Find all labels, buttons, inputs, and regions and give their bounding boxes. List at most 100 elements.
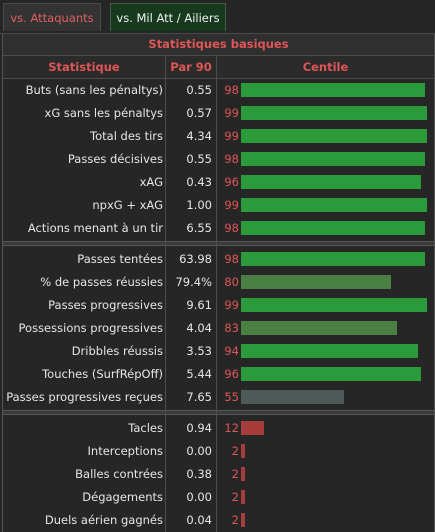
percentile-value: 2: [231, 444, 239, 458]
stat-value: 0.55: [186, 83, 212, 97]
table-row[interactable]: Interceptions 0.00 2: [3, 440, 434, 463]
percentile-bar-track: [241, 83, 429, 97]
percentile-bar: [241, 490, 245, 504]
stat-value: 79.4%: [175, 275, 212, 289]
percentile-bar-track: [241, 175, 429, 189]
percentile-value: 94: [224, 344, 239, 358]
tab-vs-attaquants[interactable]: vs. Attaquants: [3, 3, 101, 31]
percentile-bar: [241, 221, 425, 235]
percentile-bar: [241, 321, 397, 335]
table-row[interactable]: Passes tentées 63.98 98: [3, 248, 434, 271]
percentile-value: 98: [224, 152, 239, 166]
stat-name: Total des tirs: [90, 129, 163, 143]
table-row[interactable]: Total des tirs 4.34 99: [3, 125, 434, 148]
percentile-bar-track: [241, 490, 429, 504]
percentile-value: 2: [231, 490, 239, 504]
stat-name: npxG + xAG: [92, 198, 163, 212]
percentile-bar: [241, 344, 418, 358]
table-row[interactable]: Tacles 0.94 12: [3, 417, 434, 440]
stat-value: 6.55: [186, 221, 212, 235]
column-header-stat[interactable]: Statistique: [48, 60, 120, 74]
table-row[interactable]: % de passes réussies 79.4% 80: [3, 271, 434, 294]
table-row[interactable]: xG sans les pénaltys 0.57 99: [3, 102, 434, 125]
percentile-bar-track: [241, 106, 429, 120]
column-header-percentile[interactable]: Centile: [302, 60, 349, 74]
stat-name: Passes progressives: [48, 298, 163, 312]
percentile-bar-track: [241, 198, 429, 212]
table-row[interactable]: Passes progressives 9.61 99: [3, 294, 434, 317]
stat-value: 4.34: [186, 129, 212, 143]
stat-value: 0.38: [186, 467, 212, 481]
stat-value: 5.44: [186, 367, 212, 381]
stat-name: Duels aérien gagnés: [44, 513, 163, 527]
table-row[interactable]: Passes progressives reçues 7.65 55: [3, 386, 434, 409]
percentile-bar: [241, 467, 245, 481]
percentile-bar-track: [241, 221, 429, 235]
percentile-bar: [241, 390, 344, 404]
table-row[interactable]: Dégagements 0.00 2: [3, 486, 434, 509]
percentile-value: 98: [224, 221, 239, 235]
percentile-bar: [241, 129, 427, 143]
percentile-value: 2: [231, 467, 239, 481]
percentile-value: 98: [224, 83, 239, 97]
percentile-bar-track: [241, 467, 429, 481]
stat-name: xG sans les pénaltys: [44, 106, 163, 120]
table-row[interactable]: xAG 0.43 96: [3, 171, 434, 194]
table-row[interactable]: Dribbles réussis 3.53 94: [3, 340, 434, 363]
stat-name: Passes décisives: [67, 152, 163, 166]
stat-name: Balles contrées: [75, 467, 163, 481]
percentile-bar: [241, 421, 264, 435]
stat-name: Interceptions: [87, 444, 163, 458]
percentile-bar: [241, 106, 427, 120]
column-header-per90[interactable]: Par 90: [170, 60, 212, 74]
percentile-bar-track: [241, 298, 429, 312]
table-row[interactable]: Possessions progressives 4.04 83: [3, 317, 434, 340]
stat-name: Dribbles réussis: [71, 344, 163, 358]
percentile-value: 83: [224, 321, 239, 335]
stat-value: 0.57: [186, 106, 212, 120]
percentile-bar-track: [241, 152, 429, 166]
percentile-bar: [241, 252, 425, 266]
stats-table: Statistiques basiques Statistique Par 90…: [2, 34, 435, 532]
percentile-bar: [241, 152, 425, 166]
percentile-value: 12: [224, 421, 239, 435]
percentile-bar-track: [241, 367, 429, 381]
percentile-bar: [241, 367, 421, 381]
percentile-bar-track: [241, 129, 429, 143]
stat-name: Actions menant à un tir: [27, 221, 163, 235]
stat-value: 0.00: [186, 490, 212, 504]
percentile-value: 99: [224, 106, 239, 120]
table-row[interactable]: Buts (sans les pénaltys) 0.55 98: [3, 79, 434, 102]
table-row[interactable]: Passes décisives 0.55 98: [3, 148, 434, 171]
percentile-bar-track: [241, 513, 429, 527]
table-body: Buts (sans les pénaltys) 0.55 98 xG sans le…: [3, 79, 434, 532]
percentile-bar: [241, 198, 427, 212]
percentile-bar: [241, 298, 427, 312]
percentile-bar-track: [241, 421, 429, 435]
stat-name: Passes tentées: [77, 252, 163, 266]
stat-value: 0.55: [186, 152, 212, 166]
stat-value: 0.43: [186, 175, 212, 189]
stat-value: 9.61: [186, 298, 212, 312]
percentile-value: 80: [224, 275, 239, 289]
percentile-value: 96: [224, 367, 239, 381]
stat-value: 3.53: [186, 344, 212, 358]
group-divider: [3, 241, 434, 246]
stat-value: 1.00: [186, 198, 212, 212]
table-row[interactable]: Duels aérien gagnés 0.04 2: [3, 509, 434, 532]
stat-name: Tacles: [128, 421, 163, 435]
stat-name: Possessions progressives: [18, 321, 163, 335]
stat-value: 0.94: [186, 421, 212, 435]
stat-name: xAG: [139, 175, 163, 189]
stat-value: 7.65: [186, 390, 212, 404]
table-row[interactable]: Balles contrées 0.38 2: [3, 463, 434, 486]
table-row[interactable]: npxG + xAG 1.00 99: [3, 194, 434, 217]
table-row[interactable]: Actions menant à un tir 6.55 98: [3, 217, 434, 240]
stat-name: Buts (sans les pénaltys): [25, 83, 163, 97]
tab-vs-mil-att-ailiers[interactable]: vs. Mil Att / Ailiers: [110, 3, 226, 31]
table-row[interactable]: Touches (SurfRépOff) 5.44 96: [3, 363, 434, 386]
group-divider: [3, 410, 434, 415]
percentile-bar-track: [241, 444, 429, 458]
percentile-value: 99: [224, 198, 239, 212]
percentile-bar-track: [241, 344, 429, 358]
